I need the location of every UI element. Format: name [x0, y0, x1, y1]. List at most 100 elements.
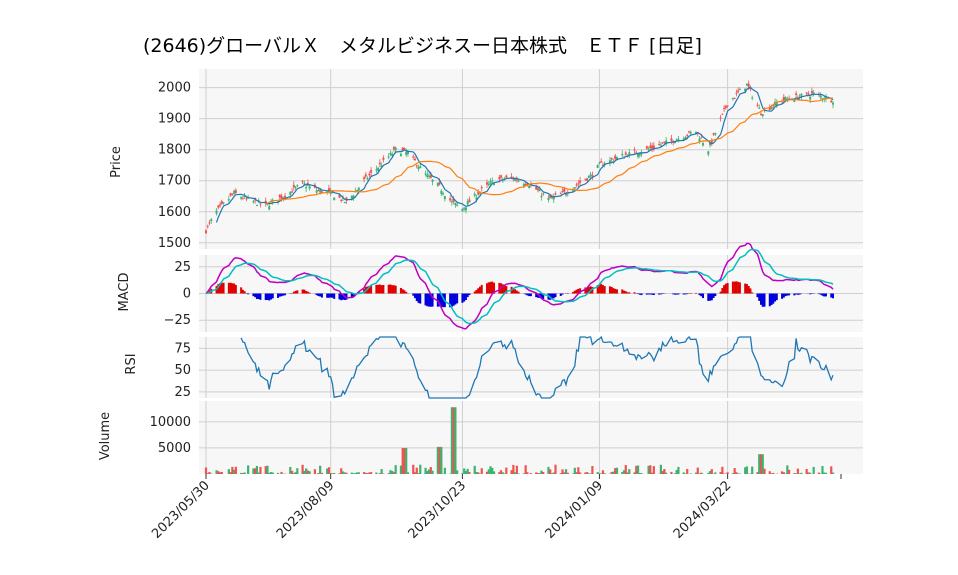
volume-bar [652, 466, 655, 474]
volume-bar [751, 466, 754, 474]
volume-bar [529, 473, 533, 474]
volume-bar [514, 472, 517, 474]
macd-hist-bar [517, 291, 520, 294]
candle-body [399, 153, 402, 157]
macd-hist-bar [782, 293, 785, 298]
volume-bar [708, 471, 712, 474]
macd-hist-bar [240, 287, 243, 294]
macd-hist-bar [610, 286, 613, 294]
candle-body [241, 198, 244, 200]
candle-body [463, 207, 466, 209]
volume-bar [241, 473, 244, 474]
candle-body [291, 191, 294, 193]
volume-bar [424, 467, 427, 474]
candle-body [637, 154, 640, 157]
volume-panel [199, 401, 863, 474]
volume-bar [566, 472, 569, 474]
candle-body [584, 178, 587, 180]
macd-hist-bar [637, 293, 640, 295]
macd-hist-bar [587, 286, 590, 294]
volume-bar [575, 472, 578, 474]
macd-hist-bar [319, 293, 322, 297]
volume-bar [338, 473, 341, 474]
volume-bar [254, 468, 257, 474]
macd-hist-bar [724, 283, 727, 294]
rsi-panel [199, 337, 863, 398]
macd-hist-bar [243, 291, 246, 294]
volume-bar [271, 472, 274, 474]
macd-axis-label: MACD [117, 273, 132, 312]
volume-bar [665, 472, 668, 474]
macd-hist-bar [341, 293, 344, 300]
volume-bar [247, 465, 250, 474]
macd-hist-bar [296, 290, 299, 294]
candle-body [438, 181, 441, 185]
volume-bar [413, 472, 417, 474]
candle-body [414, 158, 416, 161]
volume-bar [308, 471, 311, 474]
candle-body [464, 207, 467, 211]
candle-body [724, 106, 727, 108]
candle-body [810, 91, 813, 94]
macd-hist-bar [612, 288, 615, 294]
x-tick-label: 2023/05/30 [149, 478, 213, 542]
macd-hist-bar [475, 289, 478, 294]
volume-bar [280, 471, 283, 474]
candle-body [426, 174, 429, 178]
candle-body [579, 180, 582, 183]
macd-hist-bar [658, 293, 661, 295]
macd-hist-bar [689, 292, 692, 294]
volume-bar [403, 447, 406, 474]
macd-hist-bar [368, 285, 371, 294]
volume-bar [464, 471, 468, 474]
candle-body [375, 169, 378, 171]
candle-body [406, 151, 409, 154]
macd-hist-bar [391, 285, 394, 294]
macd-hist-bar [561, 293, 564, 295]
volume-bar [772, 472, 775, 474]
volume-bar [714, 472, 717, 474]
macd-hist-bar [638, 293, 641, 295]
macd-hist-bar [798, 293, 801, 295]
candle-body [645, 146, 648, 149]
candle-body [591, 175, 594, 178]
macd-hist-bar [401, 289, 404, 294]
macd-hist-bar [414, 293, 416, 299]
volume-bar [830, 466, 833, 474]
macd-hist-bar [350, 293, 353, 299]
volume-bar [659, 464, 662, 474]
candle-body [707, 151, 710, 155]
macd-hist-bar [710, 293, 713, 301]
volume-bar [378, 473, 381, 474]
volume-bar [640, 473, 643, 474]
candle-body [586, 178, 589, 181]
macd-hist-bar [821, 293, 824, 296]
volume-bar [387, 473, 390, 474]
volume-bar [389, 470, 392, 474]
macd-hist-bar [282, 293, 285, 296]
candle-body [577, 183, 580, 185]
volume-bar [817, 472, 821, 474]
macd-hist-bar [763, 293, 766, 307]
candle-body [772, 105, 775, 107]
candle-body [440, 190, 443, 195]
candle-body [549, 195, 552, 199]
candle-body [477, 192, 480, 195]
volume-bar [231, 466, 234, 474]
candle-body [832, 102, 834, 105]
macd-hist-bar [491, 281, 494, 294]
macd-hist-bar [795, 293, 798, 295]
macd-hist-bar [399, 287, 402, 294]
macd-hist-bar [505, 286, 508, 294]
candle-body [500, 175, 503, 178]
macd-hist-bar [744, 283, 747, 294]
macd-hist-bar [219, 283, 222, 294]
candle-body [702, 143, 705, 146]
volume-bar [426, 470, 429, 474]
volume-bar [355, 472, 359, 474]
candle-body [392, 147, 395, 150]
volume-bar [417, 473, 420, 474]
macd-hist-bar [626, 292, 629, 294]
